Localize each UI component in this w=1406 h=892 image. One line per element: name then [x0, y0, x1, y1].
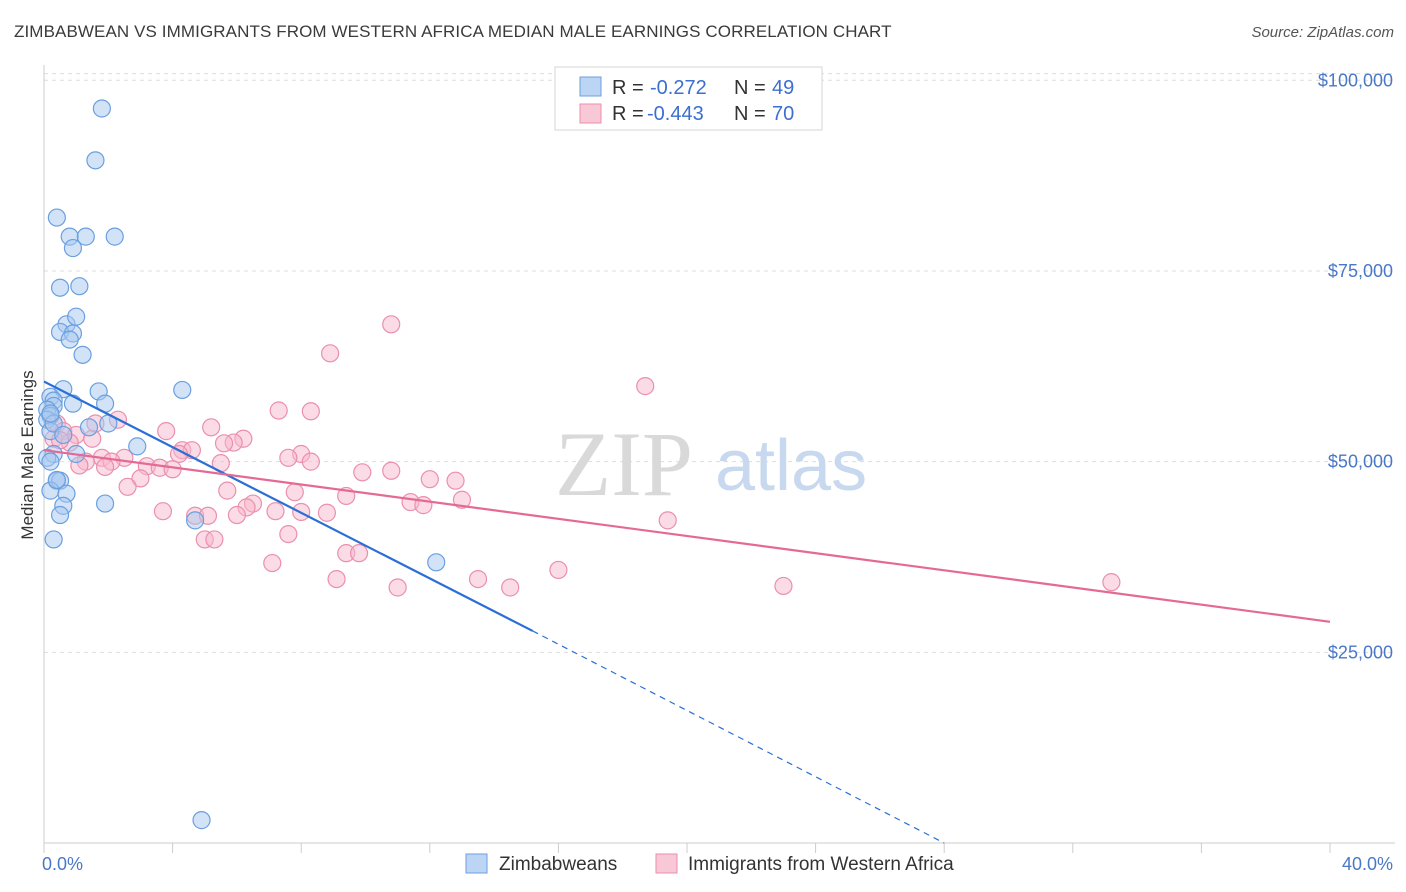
- zimbabwean-point: [63, 238, 83, 258]
- y-tick-label: $25,000: [1328, 642, 1393, 662]
- western-africa-trend-line: [43, 449, 1331, 623]
- western-africa-point: [218, 481, 237, 500]
- western-africa-point: [1102, 573, 1121, 592]
- zimbabwean-point: [86, 151, 105, 170]
- western-africa-point: [163, 460, 182, 479]
- y-tick-label: $75,000: [1328, 261, 1393, 281]
- zimbabwean-point: [186, 511, 205, 530]
- zimbabwean-point: [70, 277, 89, 296]
- legend-n-label-1: N =: [734, 77, 766, 99]
- zimbabwean-point: [50, 505, 70, 525]
- western-africa-point: [95, 457, 115, 477]
- legend-r-value-2: -0.443: [647, 103, 704, 125]
- zimbabwean-point: [73, 345, 92, 364]
- zimbabwean-point: [92, 99, 111, 118]
- zimbabwean-point: [47, 470, 66, 490]
- western-africa-point: [202, 418, 221, 437]
- bottom-legend-label-blue: Zimbabweans: [499, 854, 617, 875]
- data-points: [38, 99, 1121, 830]
- legend-r-value-1: -0.272: [650, 77, 707, 99]
- y-tick-label: $50,000: [1328, 452, 1393, 472]
- western-africa-point: [301, 402, 320, 421]
- chart-source: Source: ZipAtlas.com: [1251, 24, 1394, 41]
- bottom-legend-label-pink: Immigrants from Western Africa: [688, 854, 954, 875]
- zimbabwean-point: [128, 437, 147, 456]
- western-africa-point: [468, 569, 488, 589]
- zimbabwean-point: [63, 394, 83, 413]
- bottom-legend-swatch-blue: [465, 853, 488, 874]
- zimbabwean-point: [79, 418, 99, 437]
- trend-lines: [43, 380, 1331, 844]
- western-africa-point: [263, 553, 282, 573]
- western-africa-point: [227, 505, 246, 525]
- legend-swatch-blue: [579, 76, 602, 97]
- western-africa-point: [382, 461, 401, 480]
- zimbabwean-point: [44, 530, 63, 549]
- tick-labels: $25,000 $50,000 $75,000 $100,000 0.0% 40.0%: [42, 70, 1393, 874]
- western-africa-point: [353, 463, 372, 482]
- western-africa-point: [774, 576, 793, 596]
- western-africa-point: [301, 452, 320, 471]
- zimbabwean-point: [95, 494, 115, 513]
- western-africa-point: [446, 471, 465, 490]
- western-africa-point: [269, 401, 288, 420]
- zimbabwean-point: [173, 380, 192, 400]
- western-africa-point: [118, 477, 137, 496]
- bottom-legend: Zimbabweans Immigrants from Western Afri…: [465, 853, 954, 875]
- y-axis-label: Median Male Earnings: [18, 370, 37, 539]
- western-africa-point: [205, 530, 224, 549]
- zimbabwean-point: [50, 278, 70, 297]
- western-africa-point: [285, 483, 304, 502]
- legend-swatch-pink: [579, 103, 602, 124]
- western-africa-point: [420, 470, 439, 489]
- legend-n-label-2: N =: [734, 103, 766, 125]
- western-africa-point: [279, 524, 298, 544]
- legend-n-value-2: 70: [772, 103, 794, 125]
- x-tick-label: 40.0%: [1342, 854, 1393, 874]
- bottom-legend-swatch-pink: [655, 853, 678, 874]
- western-africa-point: [266, 502, 285, 521]
- zimbabwean-point: [76, 227, 95, 246]
- zimbabwean-point: [60, 330, 79, 349]
- western-africa-point: [279, 448, 298, 467]
- chart-title: ZIMBABWEAN VS IMMIGRANTS FROM WESTERN AF…: [14, 22, 892, 41]
- western-africa-point: [501, 578, 520, 597]
- zimbabwean-point: [47, 208, 66, 227]
- zimbabwean-trend-line: [43, 380, 534, 632]
- western-africa-point: [658, 511, 677, 530]
- western-africa-point: [321, 344, 340, 363]
- zimbabwean-point: [427, 553, 446, 572]
- legend-r-label-2: R =: [612, 103, 644, 125]
- watermark-zip: ZIP: [555, 413, 693, 515]
- zimbabwean-point: [67, 307, 86, 326]
- western-africa-point: [214, 434, 234, 453]
- western-africa-point: [157, 422, 176, 441]
- western-africa-point: [388, 578, 407, 597]
- y-tick-label: $100,000: [1318, 70, 1393, 90]
- western-africa-point: [636, 377, 655, 396]
- western-africa-point: [327, 569, 346, 589]
- western-africa-point: [452, 490, 472, 509]
- western-africa-point: [549, 560, 568, 580]
- zimbabwean-point: [41, 452, 60, 471]
- legend-n-value-1: 49: [772, 77, 794, 99]
- western-africa-point: [317, 503, 337, 522]
- western-africa-point: [153, 502, 173, 521]
- zimbabwean-point: [192, 811, 211, 830]
- legend-box: R = -0.272 N = 49 R = -0.443 N = 70: [554, 66, 823, 131]
- western-africa-point: [382, 315, 401, 334]
- western-africa-point: [349, 544, 369, 563]
- zimbabwean-point: [41, 404, 60, 423]
- watermark-atlas: atlas: [715, 426, 867, 506]
- western-africa-point: [131, 469, 150, 488]
- zimbabwean-trend-extension: [532, 630, 945, 844]
- grid-lines: [44, 73, 1395, 653]
- x-tick-label: 0.0%: [42, 854, 83, 874]
- zimbabwean-point: [54, 425, 73, 445]
- legend-r-label-1: R =: [612, 77, 644, 99]
- watermark: ZIP atlas: [555, 413, 867, 515]
- zimbabwean-point: [105, 227, 124, 246]
